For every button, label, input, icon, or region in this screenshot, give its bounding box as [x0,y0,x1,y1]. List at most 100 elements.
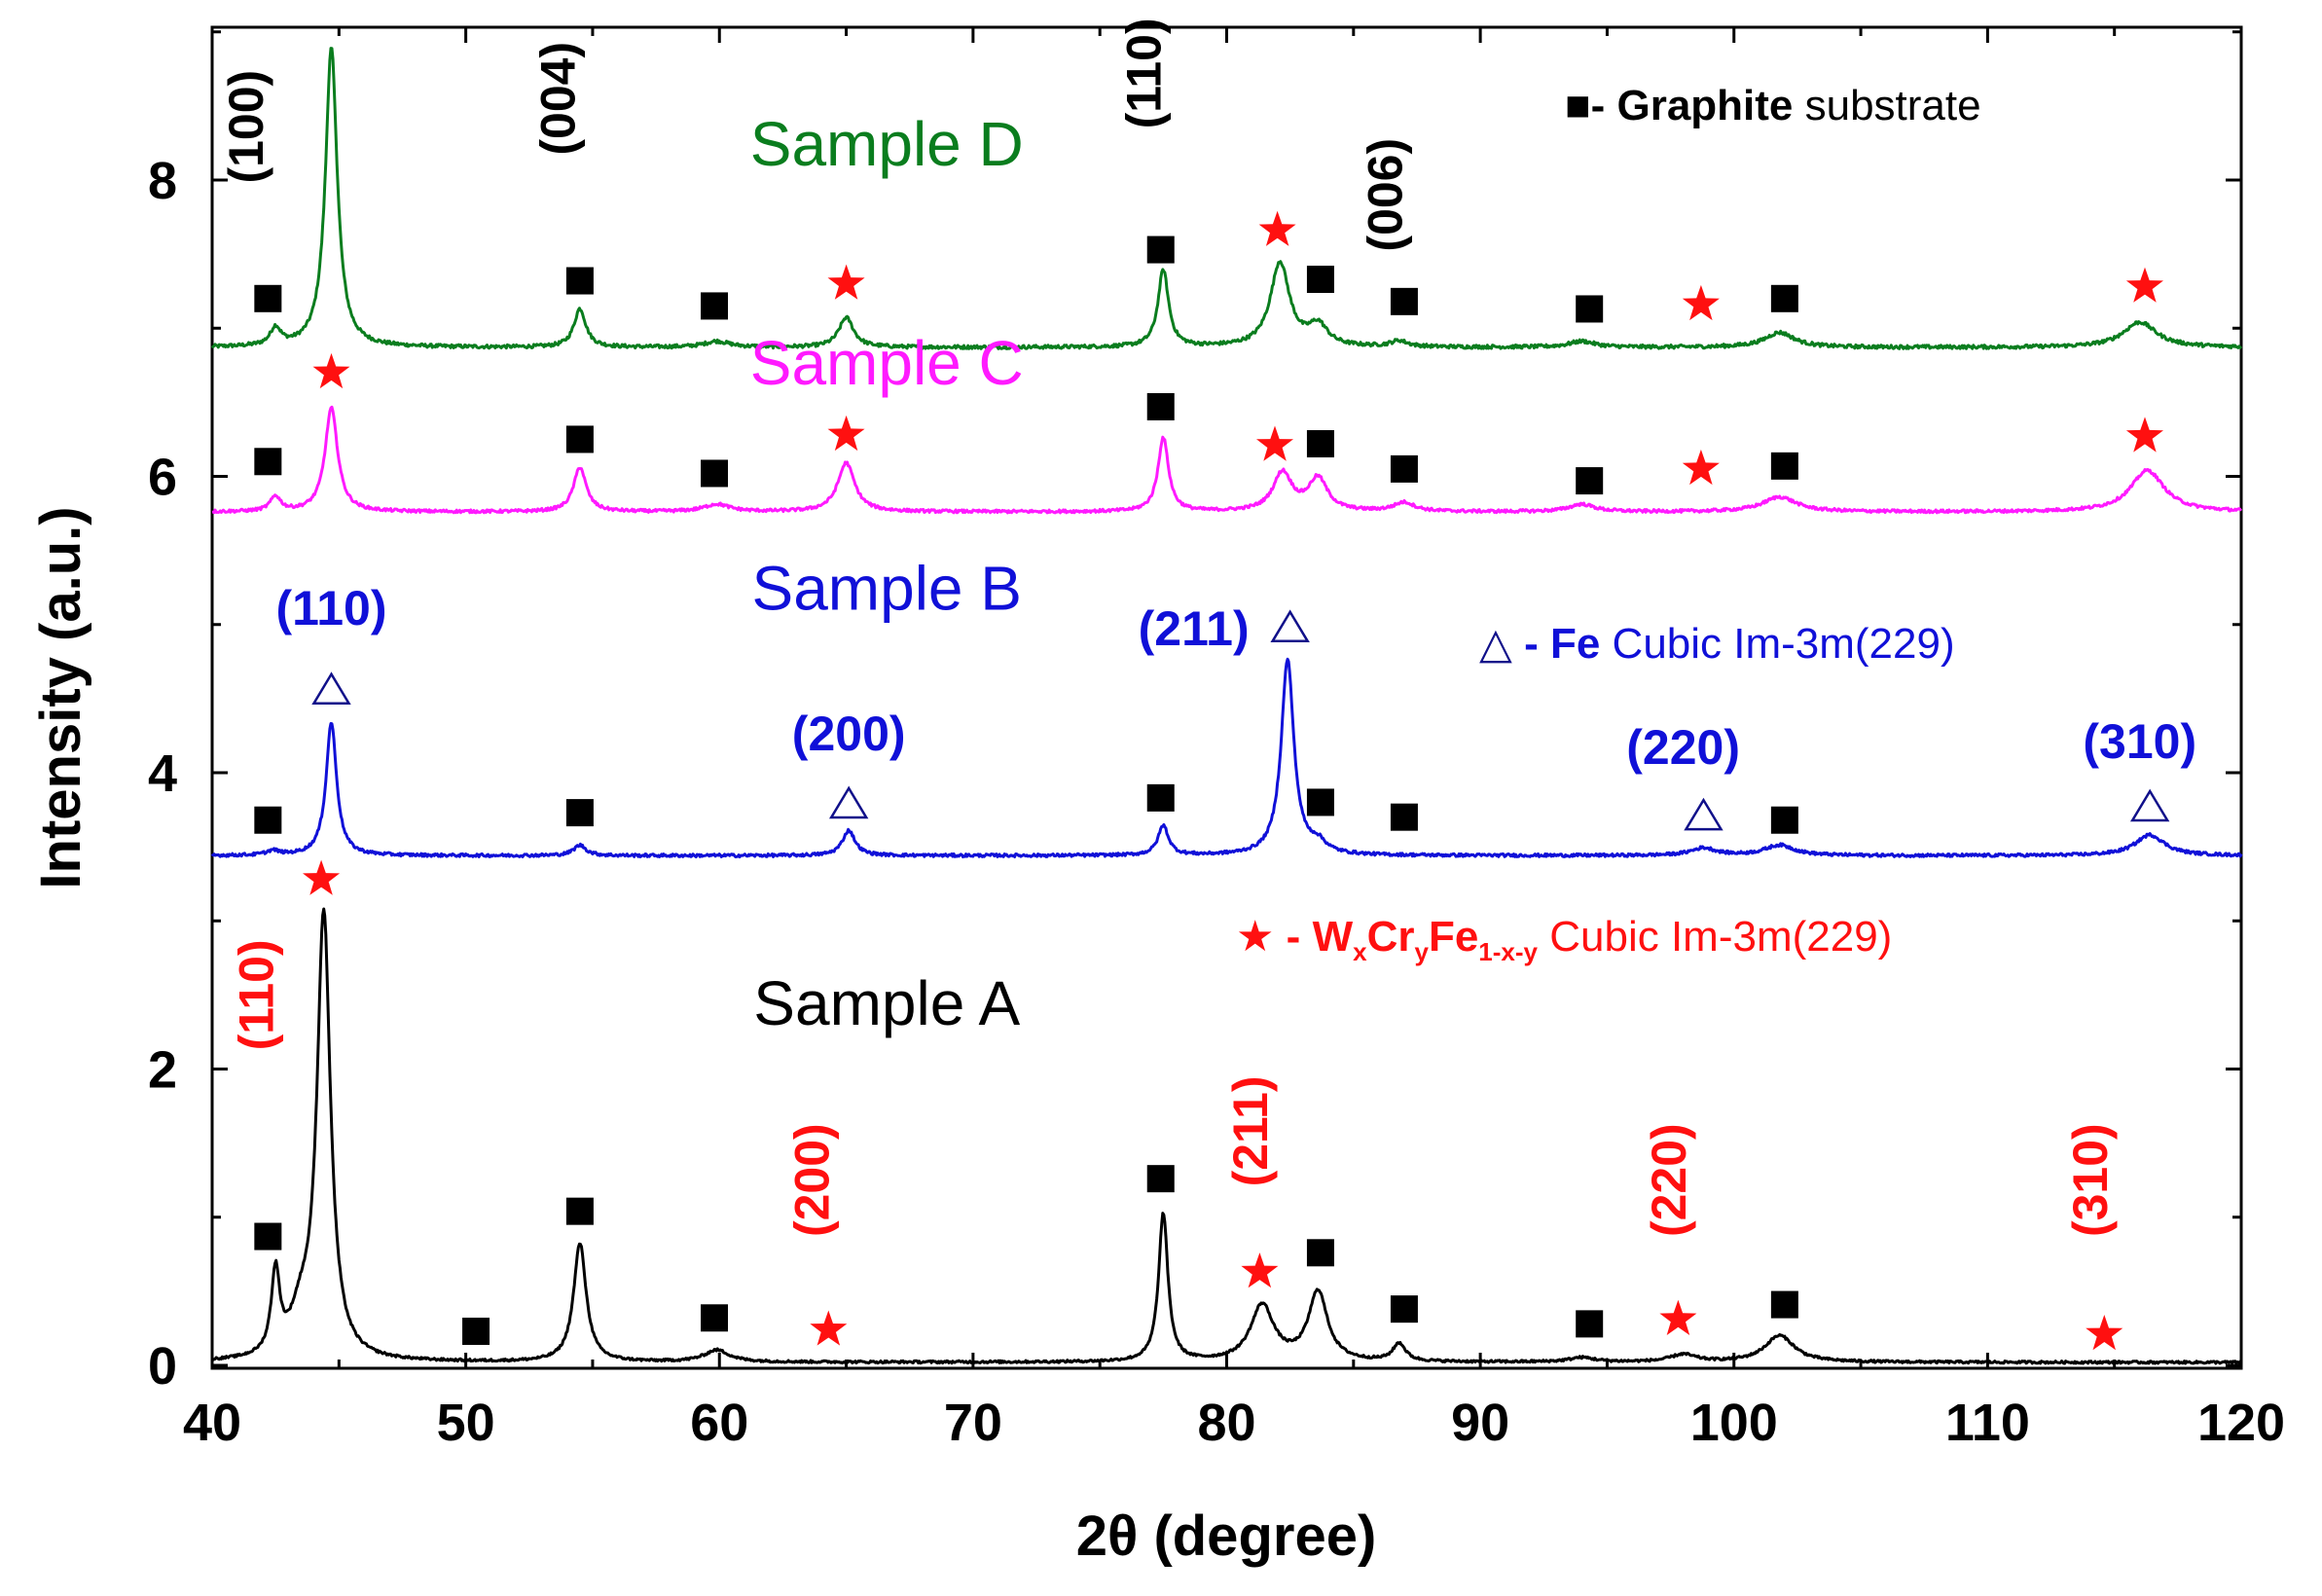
graphite-square-marker [701,292,729,320]
fe-triangle-marker [1684,797,1723,831]
fe-triangle-marker [311,671,351,705]
legend-wcrfe-star-icon: ★ [1236,913,1274,961]
series-layer [210,47,2243,1365]
svg-text:■- Graphite substrate: ■- Graphite substrate [1565,82,1981,129]
graphite-square-marker [462,1317,490,1345]
graphite-square-marker [254,806,282,834]
wcrfe-star-marker [2086,1315,2123,1351]
graphite-square-marker [1770,1290,1798,1319]
x-tick-label: 100 [1690,1394,1778,1452]
legend-wcrfe-y-sub: y [1414,937,1429,966]
fe-triangle-marker [1270,609,1310,643]
legend-wcrfe-sub3: 1-x-y [1478,937,1538,966]
x-tick-label: 90 [1451,1394,1509,1452]
svg-text:★ - WxCryFe1-x-y Cubic Im-3m(: ★ - WxCryFe1-x-y Cubic Im-3m(229) [1236,913,1892,966]
fe-triangle-marker [828,785,869,819]
miller-index-fe: (220) [1626,720,1740,775]
graphite-square-marker [1770,284,1798,312]
graphite-square-marker [1390,454,1418,483]
y-axis-title: Intensity (a.u.) [29,506,92,889]
graphite-square-marker [1306,1239,1334,1267]
x-tick-label: 70 [944,1394,1002,1452]
graphite-square-marker [701,459,729,488]
graphite-square-marker [1306,266,1334,294]
y-tick-label: 2 [148,1041,177,1100]
miller-index-wcrfe: (200) [784,1123,839,1237]
wcrfe-star-marker [810,1310,848,1346]
x-tick-label: 40 [183,1394,241,1452]
wcrfe-star-marker [1659,1299,1697,1335]
sample-label-c: Sample C [750,328,1024,398]
legend-graphite-dash: - [1591,82,1617,129]
legend-wcrfe-rest: Cubic Im-3m(229) [1538,913,1892,961]
graphite-square-marker [1146,236,1175,264]
graphite-square-marker [1576,467,1604,495]
wcrfe-star-marker [1682,449,1720,486]
wcrfe-star-marker [1258,210,1296,246]
graphite-square-marker [1390,287,1418,315]
sample-label-a: Sample A [753,968,1020,1038]
graphite-square-marker [1770,452,1798,480]
series-line-sample-a [210,907,2242,1365]
wcrfe-star-marker [2125,267,2163,303]
wcrfe-star-marker [2125,417,2163,453]
graphite-square-marker [1770,806,1798,834]
series-line-sample-c [211,405,2243,515]
wcrfe-star-marker [1241,1252,1279,1288]
x-tick-label: 120 [2197,1394,2285,1452]
graphite-square-marker [254,448,282,476]
fe-triangle-marker [2129,788,2170,822]
graphite-square-marker [1146,783,1175,812]
y-tick-label: 6 [148,449,177,507]
graphite-square-marker [1576,295,1604,323]
graphite-square-marker [565,1197,594,1225]
graphite-square-marker [1390,1295,1418,1324]
series-line-sample-d [210,47,2243,350]
miller-index-fe: (200) [792,707,906,761]
x-tick-label: 110 [1945,1394,2030,1452]
legend-wcrfe-x-sub: x [1353,937,1367,966]
legend-wcrfe-w: W [1313,913,1354,961]
legend-fe-triangle-icon: △ [1479,620,1512,668]
x-tick-label: 80 [1197,1394,1255,1452]
miller-index-wcrfe: (220) [1642,1123,1696,1237]
wcrfe-star-marker [312,352,350,389]
graphite-square-marker [565,799,594,827]
x-tick-label: 50 [437,1394,495,1452]
markers-layer [254,210,2170,1351]
wcrfe-star-marker [303,859,341,895]
miller-index-graphite: (100) [219,70,273,184]
graphite-square-marker [1390,803,1418,831]
miller-index-fe: (110) [276,581,387,635]
miller-index-graphite: (004) [531,42,586,156]
legend-fe: △ - Fe Cubic Im-3m(229) [1479,620,1955,668]
y-tick-label: 4 [148,744,177,803]
wcrfe-star-marker [1682,284,1720,321]
sample-label-b: Sample B [752,554,1022,624]
wcrfe-star-marker [827,415,865,452]
wcrfe-star-marker [827,264,865,300]
graphite-square-marker [1146,392,1175,420]
legend-graphite-rest: substrate [1793,82,1980,129]
x-tick-label: 60 [690,1394,748,1452]
legend-graphite: ■- Graphite substrate [1565,82,1981,129]
legend-wcrfe: ★ - WxCryFe1-x-y Cubic Im-3m(229) [1236,913,1892,966]
miller-index-graphite: (006) [1358,138,1412,252]
legend-graphite-name: Graphite [1616,82,1793,129]
legend-wcrfe-dash: - [1274,913,1312,961]
graphite-square-marker [1306,788,1334,816]
graphite-square-marker [1146,1165,1175,1193]
graphite-square-marker [565,267,594,295]
miller-index-fe: (310) [2083,714,2196,769]
axis-ticks: 40 50 60 70 80 90 100 110 120 0 2 4 6 8 [148,27,2285,1452]
x-axis-title: 2θ (degree) [1076,1505,1377,1568]
labels-layer: Sample D Sample C Sample B Sample A (100) (00… [219,18,2196,1237]
graphite-square-marker [701,1304,729,1332]
legend-fe-dash: - [1512,620,1550,668]
y-tick-label: 0 [148,1337,177,1396]
graphite-square-marker [565,425,594,453]
sample-label-d: Sample D [750,109,1024,179]
legend-wcrfe-fe: Fe [1429,913,1478,961]
graphite-square-marker [1576,1310,1604,1338]
